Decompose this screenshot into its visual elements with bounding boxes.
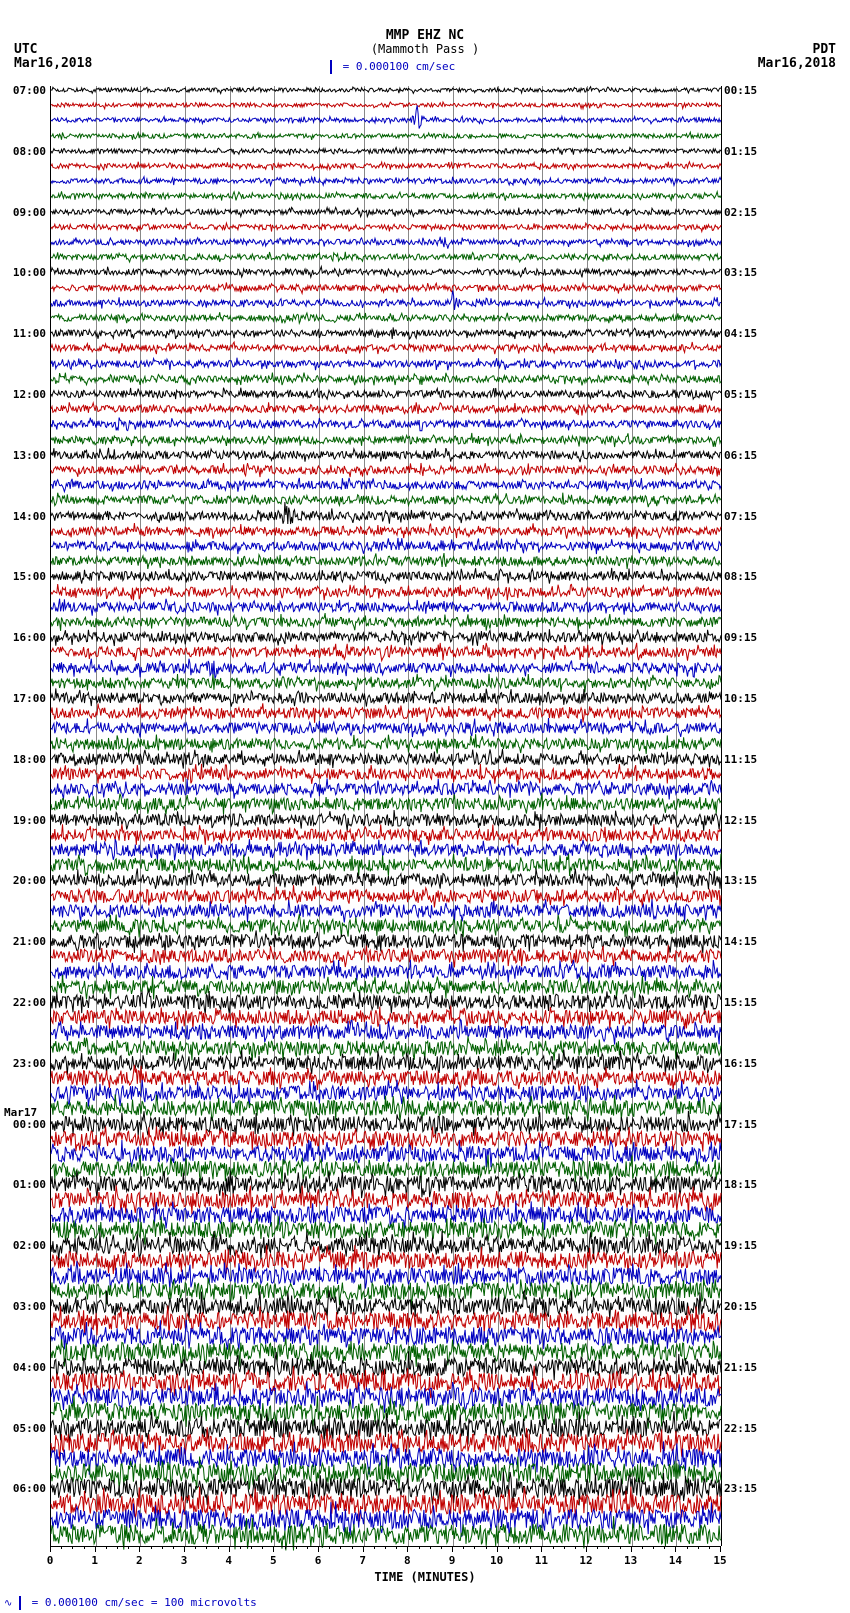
hour-label-utc: 01:00	[2, 1178, 46, 1191]
x-tick-label: 11	[535, 1554, 548, 1567]
hour-label-utc: 17:00	[2, 692, 46, 705]
hour-label-utc: 19:00	[2, 814, 46, 827]
hour-label-utc: 13:00	[2, 449, 46, 462]
x-tick-label: 8	[404, 1554, 411, 1567]
hour-label-utc: 09:00	[2, 206, 46, 219]
hour-label-local: 18:15	[724, 1178, 768, 1191]
hour-label-utc: 03:00	[2, 1300, 46, 1313]
footer-scale: ∿ = 0.000100 cm/sec = 100 microvolts	[4, 1596, 257, 1610]
hour-label-local: 12:15	[724, 814, 768, 827]
x-tick-label: 6	[315, 1554, 322, 1567]
hour-label-utc: 00:00	[2, 1118, 46, 1131]
hour-label-local: 14:15	[724, 935, 768, 948]
hour-label-local: 05:15	[724, 388, 768, 401]
footer-text: = 0.000100 cm/sec = 100 microvolts	[32, 1596, 257, 1609]
hour-label-utc: 12:00	[2, 388, 46, 401]
hour-label-utc: 18:00	[2, 753, 46, 766]
hour-label-local: 13:15	[724, 874, 768, 887]
date-left: Mar16,2018	[14, 56, 92, 71]
seismogram-plot	[50, 86, 722, 1546]
hour-label-local: 16:15	[724, 1057, 768, 1070]
hour-label-utc: 04:00	[2, 1361, 46, 1374]
hour-label-utc: 22:00	[2, 996, 46, 1009]
x-tick-label: 14	[669, 1554, 682, 1567]
hour-label-local: 04:15	[724, 327, 768, 340]
hour-label-utc: 21:00	[2, 935, 46, 948]
x-tick-label: 2	[136, 1554, 143, 1567]
hour-label-local: 17:15	[724, 1118, 768, 1131]
hour-label-utc: 07:00	[2, 84, 46, 97]
hour-label-local: 00:15	[724, 84, 768, 97]
x-tick-label: 1	[91, 1554, 98, 1567]
date-right: Mar16,2018	[758, 56, 836, 71]
hour-label-utc: 10:00	[2, 266, 46, 279]
hour-label-local: 10:15	[724, 692, 768, 705]
timezone-right: PDT	[813, 42, 836, 57]
timezone-left: UTC	[14, 42, 37, 57]
x-axis-label: TIME (MINUTES)	[0, 1570, 850, 1584]
hour-label-local: 20:15	[724, 1300, 768, 1313]
hour-label-utc: 06:00	[2, 1482, 46, 1495]
x-tick-label: 0	[47, 1554, 54, 1567]
x-tick-label: 9	[449, 1554, 456, 1567]
hour-label-utc: 02:00	[2, 1239, 46, 1252]
hour-label-utc: 14:00	[2, 510, 46, 523]
hour-label-local: 11:15	[724, 753, 768, 766]
hour-label-utc: 15:00	[2, 570, 46, 583]
seismogram-container: MMP EHZ NC (Mammoth Pass ) = 0.000100 cm…	[0, 0, 850, 1613]
hour-label-local: 01:15	[724, 145, 768, 158]
hour-label-utc: 20:00	[2, 874, 46, 887]
station-name: (Mammoth Pass )	[0, 42, 850, 56]
hour-label-utc: 16:00	[2, 631, 46, 644]
hour-label-local: 03:15	[724, 266, 768, 279]
hour-label-local: 22:15	[724, 1422, 768, 1435]
x-tick-label: 15	[713, 1554, 726, 1567]
x-tick-label: 7	[359, 1554, 366, 1567]
hour-label-local: 09:15	[724, 631, 768, 644]
hour-label-local: 08:15	[724, 570, 768, 583]
hour-label-utc: 08:00	[2, 145, 46, 158]
hour-label-local: 02:15	[724, 206, 768, 219]
scale-bar-icon	[19, 1596, 21, 1610]
x-tick-label: 4	[225, 1554, 232, 1567]
x-tick-label: 5	[270, 1554, 277, 1567]
hour-label-local: 06:15	[724, 449, 768, 462]
hour-label-utc: 11:00	[2, 327, 46, 340]
hour-label-local: 23:15	[724, 1482, 768, 1495]
station-code: MMP EHZ NC	[0, 28, 850, 43]
x-tick-label: 10	[490, 1554, 503, 1567]
hour-label-utc: 23:00	[2, 1057, 46, 1070]
hour-label-utc: 05:00	[2, 1422, 46, 1435]
hour-label-local: 15:15	[724, 996, 768, 1009]
x-tick-label: 3	[181, 1554, 188, 1567]
hour-label-local: 21:15	[724, 1361, 768, 1374]
hour-label-local: 07:15	[724, 510, 768, 523]
hour-label-local: 19:15	[724, 1239, 768, 1252]
x-tick-label: 12	[579, 1554, 592, 1567]
x-tick-label: 13	[624, 1554, 637, 1567]
